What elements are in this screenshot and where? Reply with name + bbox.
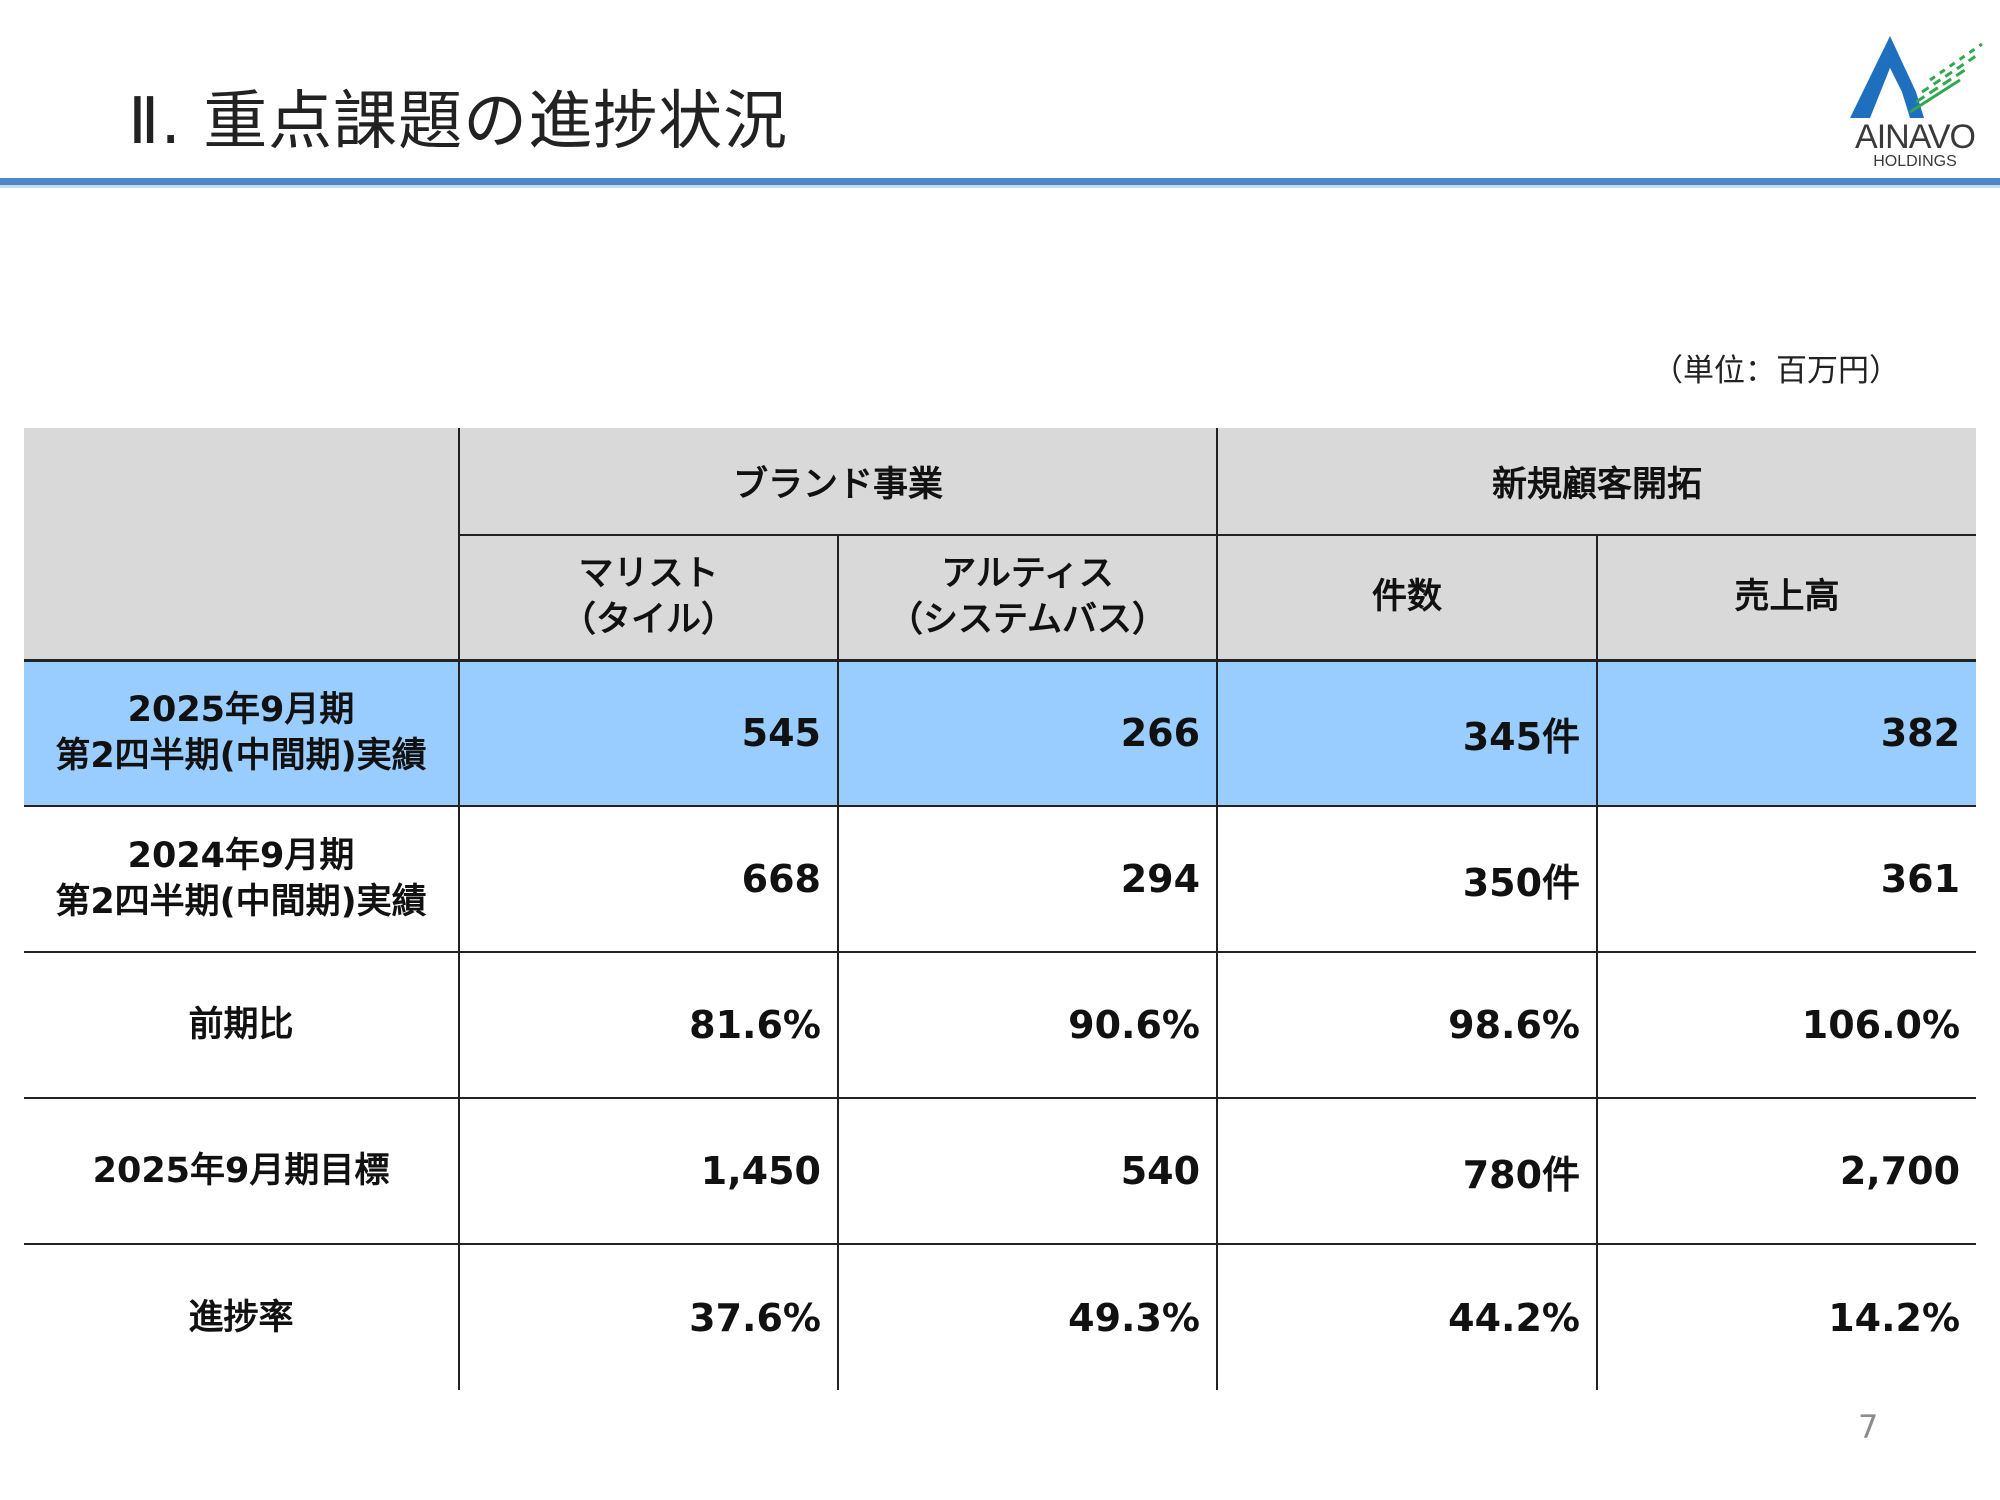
row-label-line: 第2四半期(中間期)実績 [55, 882, 427, 922]
column-header-line: （タイル） [560, 600, 736, 641]
row-label: 進捗率 [24, 1244, 460, 1390]
table-cell: 49.3% [838, 1244, 1219, 1390]
unit-label: （単位：百万円） [1652, 353, 1900, 389]
table-cell: 1,450 [459, 1098, 839, 1245]
row-label-line: 第2四半期(中間期)実績 [55, 736, 427, 777]
table-cell: 106.0% [1597, 952, 1977, 1099]
page-title: Ⅱ. 重点課題の進捗状況 [128, 85, 789, 159]
company-logo: AINAVO HOLDINGS [1840, 30, 1990, 175]
table-header-row-groups: ブランド事業 新規顧客開拓 [24, 428, 1977, 662]
logo-name: AINAVO [1855, 118, 1976, 156]
row-label-line: 2024年9月期 [127, 836, 355, 876]
group-header-brand: ブランド事業 [459, 428, 1219, 536]
table-cell: 345件 [1217, 660, 1599, 807]
table-cell: 294 [838, 806, 1219, 953]
progress-table: ブランド事業 新規顧客開拓 マリスト （タイル） アルティス （システムバス） … [24, 428, 1977, 1390]
column-header-line: マリスト [578, 554, 719, 595]
table-cell: 668 [459, 806, 839, 953]
table-cell: 44.2% [1217, 1244, 1599, 1390]
column-header-line: 件数 [1372, 577, 1443, 618]
table-cell: 98.6% [1217, 952, 1599, 1099]
table-cell: 361 [1597, 806, 1977, 953]
table-header-row-columns: マリスト （タイル） アルティス （システムバス） 件数 売上高 [24, 535, 1977, 662]
column-header-count: 件数 [1217, 535, 1599, 662]
column-header-line: 売上高 [1734, 577, 1840, 618]
row-label: 2024年9月期 第2四半期(中間期)実績 [24, 806, 460, 953]
table-cell: 382 [1597, 660, 1977, 807]
header-divider-shadow [0, 185, 2000, 188]
group-header-new-customers: 新規顧客開拓 [1217, 428, 1977, 536]
row-label: 2025年9月期目標 [24, 1098, 460, 1245]
table-cell: 545 [459, 660, 839, 807]
table-cell: 2,700 [1597, 1098, 1977, 1245]
logo-mark-icon [1850, 36, 1983, 118]
table-cell: 90.6% [838, 952, 1219, 1099]
table-cell: 81.6% [459, 952, 839, 1099]
table-cell: 266 [838, 660, 1219, 807]
logo-subtitle: HOLDINGS [1873, 153, 1957, 170]
table-row-2025-target: 2025年9月期目標 1,450 540 780件 2,700 [24, 1098, 1977, 1245]
table-cell: 350件 [1217, 806, 1599, 953]
header-divider [0, 178, 2000, 185]
table-cell: 37.6% [459, 1244, 839, 1390]
column-header-line: （システムバス） [888, 600, 1167, 641]
table-cell: 540 [838, 1098, 1219, 1245]
column-header-sales: 売上高 [1597, 535, 1977, 662]
table-row-yoy-ratio: 前期比 81.6% 90.6% 98.6% 106.0% [24, 952, 1977, 1099]
row-label: 前期比 [24, 952, 460, 1099]
column-header-arutisu: アルティス （システムバス） [838, 535, 1219, 662]
table-row-progress-rate: 進捗率 37.6% 49.3% 44.2% 14.2% [24, 1244, 1976, 1390]
table-cell: 780件 [1217, 1098, 1599, 1245]
column-header-line: アルティス [941, 554, 1114, 595]
table-row-2025-q2-actual: 2025年9月期 第2四半期(中間期)実績 545 266 345件 382 [24, 660, 1977, 807]
table-row-2024-q2-actual: 2024年9月期 第2四半期(中間期)実績 668 294 350件 361 [24, 806, 1977, 953]
table-corner-cell [24, 428, 460, 662]
column-header-marisuto: マリスト （タイル） [459, 535, 839, 662]
page-number: 7 [1858, 1408, 1879, 1446]
table-cell: 14.2% [1828, 1295, 1961, 1340]
progress-table-container: ブランド事業 新規顧客開拓 マリスト （タイル） アルティス （システムバス） … [24, 428, 1977, 1390]
row-label-line: 2025年9月期 [127, 690, 355, 731]
row-label: 2025年9月期 第2四半期(中間期)実績 [24, 660, 460, 807]
